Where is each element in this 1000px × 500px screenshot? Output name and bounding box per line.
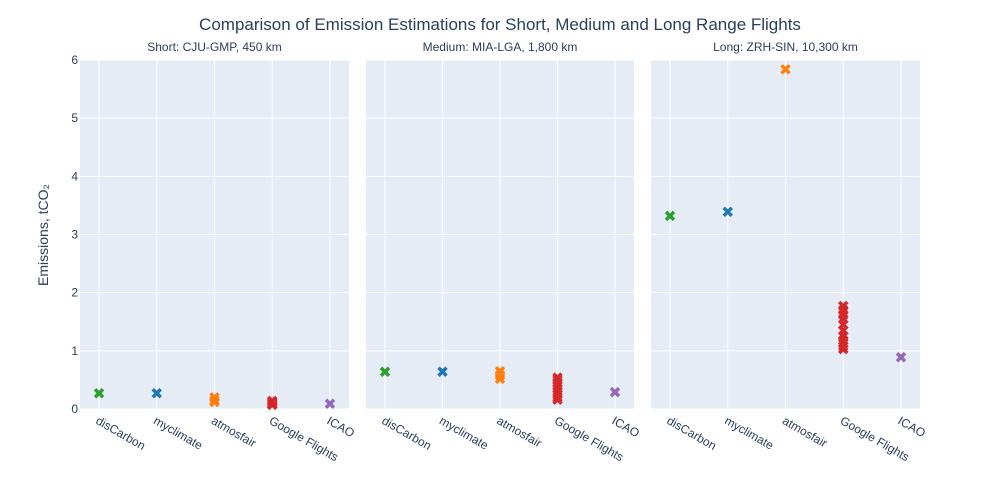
subplot-title: Long: ZRH-SIN, 10,300 km xyxy=(713,40,858,54)
x-tick-label: myclimate xyxy=(151,413,205,452)
y-tick-label: 3 xyxy=(71,228,78,242)
marker xyxy=(324,398,336,410)
marker xyxy=(780,64,791,75)
y-tick-label: 0 xyxy=(71,402,78,416)
marker xyxy=(437,366,448,378)
marker xyxy=(722,206,733,218)
x-tick-label: ICAO xyxy=(325,413,357,440)
marker xyxy=(379,366,391,378)
x-tick-label: atmosfair xyxy=(209,413,259,450)
x-tick-label: disCarbon xyxy=(94,413,148,452)
x-tick-label: atmosfair xyxy=(780,413,830,450)
x-tick-label: ICAO xyxy=(610,413,642,440)
x-tick-label: disCarbon xyxy=(380,413,434,452)
marker xyxy=(609,386,621,398)
marker xyxy=(494,373,506,384)
marker xyxy=(838,343,849,355)
y-tick-label: 6 xyxy=(71,53,78,67)
x-tick-label: myclimate xyxy=(722,413,776,452)
x-tick-label: ICAO xyxy=(896,413,928,440)
marker xyxy=(267,399,278,411)
marker xyxy=(552,394,563,405)
x-tick-label: atmosfair xyxy=(495,413,545,450)
y-tick-label: 5 xyxy=(71,111,78,125)
subplot-title: Medium: MIA-LGA, 1,800 km xyxy=(423,40,578,54)
marker xyxy=(209,396,220,408)
y-tick-label: 2 xyxy=(71,286,78,300)
subplot-title: Short: CJU-GMP, 450 km xyxy=(147,40,281,54)
marker xyxy=(664,210,676,222)
x-tick-label: myclimate xyxy=(437,413,491,452)
y-tick-label: 4 xyxy=(71,169,78,183)
x-tick-label: disCarbon xyxy=(665,413,719,452)
marker xyxy=(93,388,105,399)
y-tick-label: 1 xyxy=(71,344,78,358)
chart-title: Comparison of Emission Estimations for S… xyxy=(199,15,801,34)
marker xyxy=(151,388,162,399)
y-axis-label: Emissions, tCO₂ xyxy=(35,184,51,286)
marker xyxy=(895,351,907,363)
